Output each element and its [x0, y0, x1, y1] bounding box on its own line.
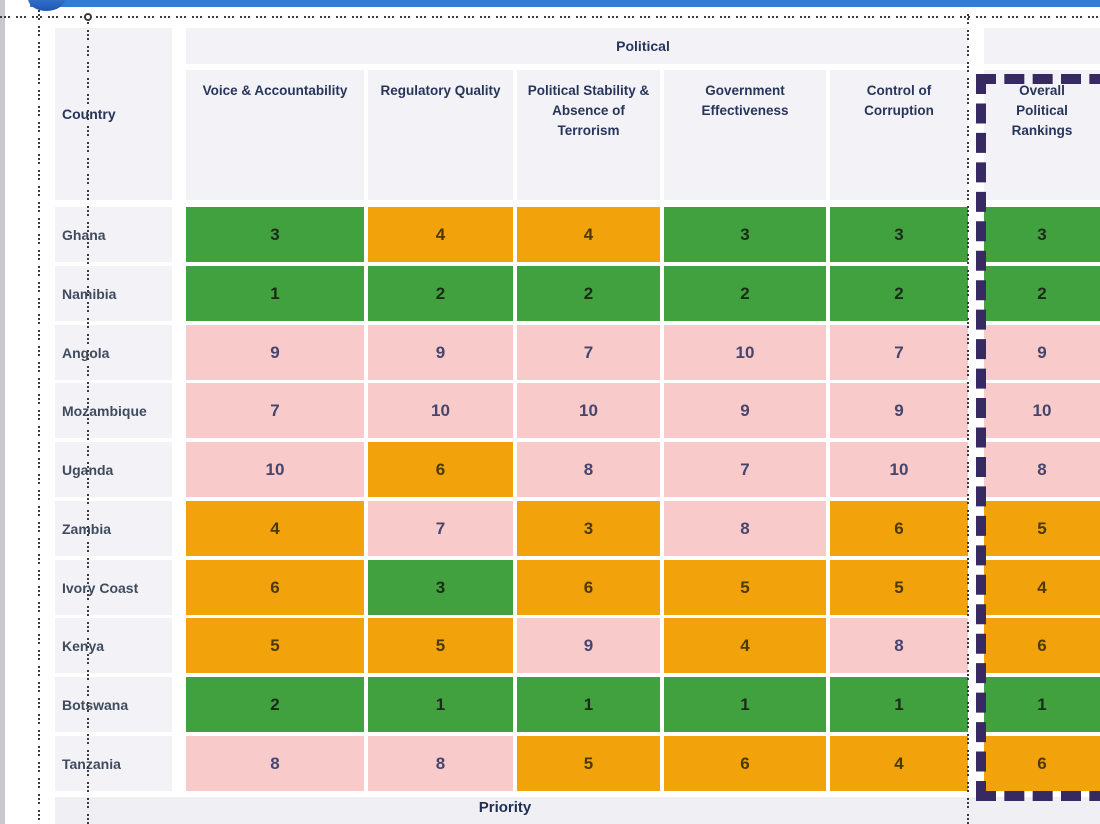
rank-cell: 6	[984, 618, 1100, 673]
rank-cell: 6	[830, 501, 968, 556]
country-cell: Kenya	[55, 618, 172, 673]
rank-cell: 3	[830, 207, 968, 262]
rank-cell: 9	[830, 383, 968, 438]
rank-cell: 3	[186, 207, 364, 262]
group-header-political: Political	[616, 38, 670, 54]
rank-cell: 5	[830, 560, 968, 615]
country-cell: Namibia	[55, 266, 172, 321]
column-header-regulatory-quality: Regulatory Quality	[368, 70, 513, 200]
selection-dashed-border	[976, 74, 1100, 801]
rank-cell: 10	[984, 383, 1100, 438]
rank-cell: 1	[186, 266, 364, 321]
column-header-voice-accountability: Voice & Accountability	[186, 70, 364, 200]
rank-cell: 4	[830, 736, 968, 791]
column-header-country: Country	[55, 28, 172, 200]
rank-cell: 4	[984, 560, 1100, 615]
rank-cell: 5	[517, 736, 660, 791]
top-blue-bar	[30, 0, 1100, 7]
rank-cell: 3	[984, 207, 1100, 262]
rank-cell: 9	[368, 325, 513, 380]
window-left-edge	[0, 0, 5, 824]
column-header-overall-political-rankings: Overall Political Rankings	[984, 70, 1100, 200]
rank-cell: 3	[368, 560, 513, 615]
country-cell: Angola	[55, 325, 172, 380]
column-header-control-of-corruption: Control of Corruption	[830, 70, 968, 200]
rank-cell: 8	[517, 442, 660, 497]
rank-cell: 1	[517, 677, 660, 732]
rank-cell: 2	[664, 266, 826, 321]
rank-cell: 7	[517, 325, 660, 380]
rank-cell: 9	[984, 325, 1100, 380]
rank-cell: 6	[186, 560, 364, 615]
rank-cell: 4	[517, 207, 660, 262]
rank-cell: 2	[517, 266, 660, 321]
rank-cell: 10	[186, 442, 364, 497]
rank-cell: 6	[368, 442, 513, 497]
country-cell: Ghana	[55, 207, 172, 262]
rank-cell: 1	[664, 677, 826, 732]
group-header-band	[186, 28, 968, 64]
group-header-band-right	[984, 28, 1100, 64]
country-cell: Ivory Coast	[55, 560, 172, 615]
blue-ellipse-icon	[28, 0, 65, 11]
rank-cell: 10	[830, 442, 968, 497]
country-cell: Botswana	[55, 677, 172, 732]
guide-dotted-line-right	[967, 14, 969, 824]
country-cell: Zambia	[55, 501, 172, 556]
rank-cell: 7	[368, 501, 513, 556]
rank-cell: 5	[186, 618, 364, 673]
rank-cell: 8	[984, 442, 1100, 497]
column-header-political-stability: Political Stability & Absence of Terrori…	[517, 70, 660, 200]
footer-band	[55, 797, 1100, 824]
rank-cell: 6	[984, 736, 1100, 791]
guide-dotted-line-country	[87, 14, 89, 824]
rank-cell: 1	[984, 677, 1100, 732]
rank-cell: 1	[368, 677, 513, 732]
rank-cell: 4	[664, 618, 826, 673]
rank-cell: 2	[368, 266, 513, 321]
rank-cell: 10	[664, 325, 826, 380]
rank-cell: 8	[186, 736, 364, 791]
rank-cell: 2	[830, 266, 968, 321]
rank-cell: 8	[664, 501, 826, 556]
guide-dotted-line-horizontal	[0, 16, 1100, 18]
rank-cell: 3	[517, 501, 660, 556]
rank-cell: 2	[186, 677, 364, 732]
country-cell: Mozambique	[55, 383, 172, 438]
country-cell: Tanzania	[55, 736, 172, 791]
rank-cell: 9	[517, 618, 660, 673]
rank-cell: 2	[984, 266, 1100, 321]
guide-anchor-marker	[84, 13, 92, 21]
rank-cell: 6	[664, 736, 826, 791]
rank-cell: 5	[368, 618, 513, 673]
guide-dotted-line-left	[38, 10, 40, 824]
rank-cell: 10	[368, 383, 513, 438]
footer-priority-label: Priority	[478, 799, 532, 816]
rank-cell: 9	[664, 383, 826, 438]
rank-cell: 8	[368, 736, 513, 791]
rank-cell: 7	[664, 442, 826, 497]
rank-cell: 7	[830, 325, 968, 380]
rank-cell: 5	[984, 501, 1100, 556]
rank-cell: 1	[830, 677, 968, 732]
rank-cell: 5	[664, 560, 826, 615]
rank-cell: 10	[517, 383, 660, 438]
country-cell: Uganda	[55, 442, 172, 497]
column-header-government-effectiveness: Government Effectiveness	[664, 70, 826, 200]
rank-cell: 4	[368, 207, 513, 262]
rank-cell: 9	[186, 325, 364, 380]
rank-cell: 4	[186, 501, 364, 556]
rank-cell: 8	[830, 618, 968, 673]
rank-cell: 6	[517, 560, 660, 615]
rank-cell: 3	[664, 207, 826, 262]
rank-cell: 7	[186, 383, 364, 438]
